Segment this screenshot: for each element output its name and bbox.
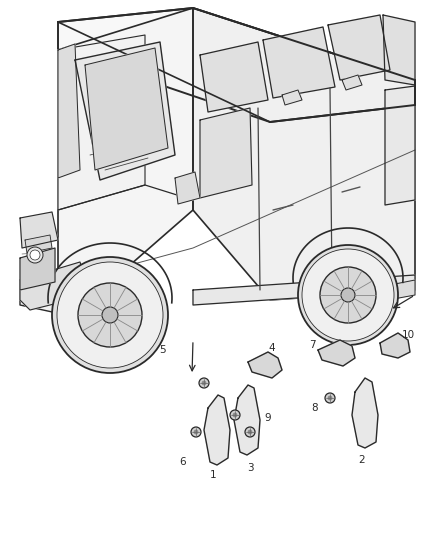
Circle shape — [328, 396, 332, 400]
Circle shape — [341, 288, 355, 302]
Text: 8: 8 — [312, 403, 318, 413]
Polygon shape — [58, 44, 80, 178]
Polygon shape — [385, 86, 415, 205]
Polygon shape — [75, 42, 175, 180]
Polygon shape — [204, 395, 230, 465]
Circle shape — [230, 410, 240, 420]
Polygon shape — [318, 340, 355, 366]
Polygon shape — [193, 8, 415, 300]
Polygon shape — [282, 90, 302, 105]
Text: 1: 1 — [210, 470, 216, 480]
Polygon shape — [263, 27, 335, 98]
Polygon shape — [20, 248, 55, 290]
Polygon shape — [388, 280, 415, 300]
Polygon shape — [85, 48, 168, 170]
Circle shape — [248, 430, 252, 434]
Circle shape — [57, 262, 163, 368]
Circle shape — [52, 257, 168, 373]
Polygon shape — [352, 378, 378, 448]
Circle shape — [191, 427, 201, 437]
Polygon shape — [193, 275, 415, 305]
Polygon shape — [234, 385, 260, 455]
Text: 4: 4 — [268, 343, 276, 353]
Circle shape — [194, 430, 198, 434]
Circle shape — [199, 378, 209, 388]
Polygon shape — [200, 108, 252, 198]
Polygon shape — [20, 262, 90, 310]
Text: 6: 6 — [180, 457, 186, 467]
Polygon shape — [248, 352, 282, 378]
Text: 2: 2 — [359, 455, 365, 465]
Circle shape — [202, 381, 206, 385]
Polygon shape — [58, 35, 145, 210]
Circle shape — [298, 245, 398, 345]
Polygon shape — [25, 235, 52, 253]
Polygon shape — [175, 172, 200, 204]
Polygon shape — [380, 333, 410, 358]
Text: 10: 10 — [402, 330, 414, 340]
Text: 3: 3 — [247, 463, 253, 473]
Polygon shape — [58, 8, 193, 270]
Polygon shape — [383, 15, 415, 85]
Circle shape — [245, 427, 255, 437]
Polygon shape — [20, 265, 150, 318]
Circle shape — [78, 283, 142, 347]
Circle shape — [302, 249, 394, 341]
Text: 7: 7 — [309, 340, 315, 350]
Circle shape — [27, 247, 43, 263]
Circle shape — [320, 267, 376, 323]
Polygon shape — [342, 75, 362, 90]
Text: 9: 9 — [265, 413, 271, 423]
Circle shape — [30, 250, 40, 260]
Polygon shape — [200, 42, 268, 112]
Polygon shape — [58, 8, 415, 122]
Polygon shape — [328, 15, 390, 80]
Circle shape — [325, 393, 335, 403]
Circle shape — [233, 413, 237, 417]
Polygon shape — [20, 212, 58, 248]
Circle shape — [102, 307, 118, 323]
Text: 5: 5 — [159, 345, 165, 355]
